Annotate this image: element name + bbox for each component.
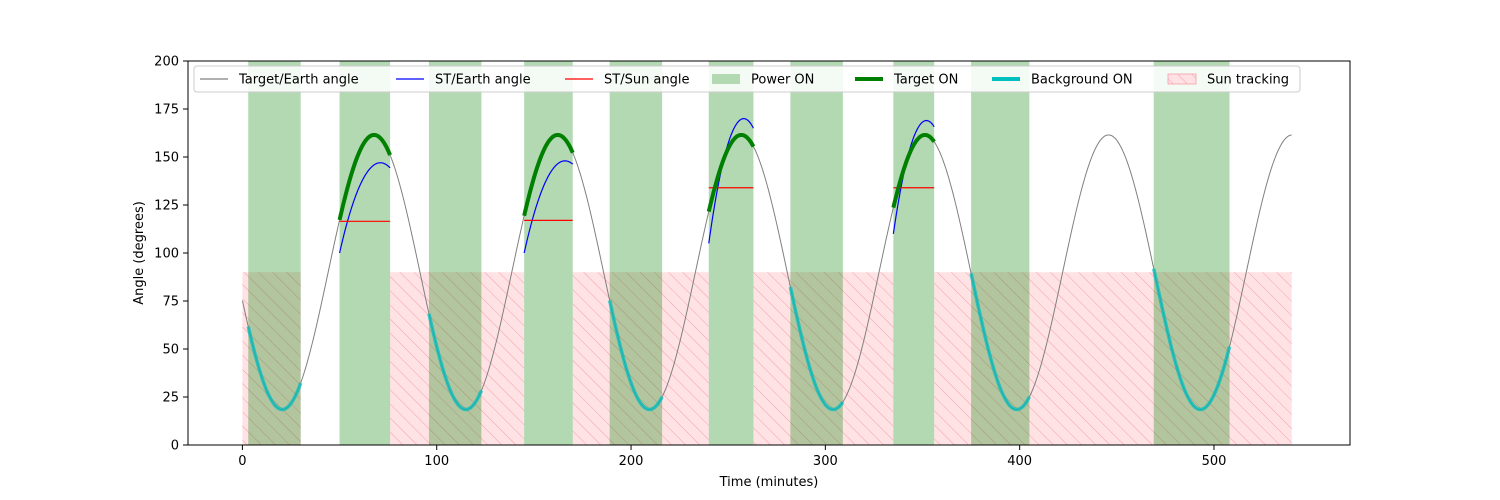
legend-entry-2: ST/Sun angle [565,73,690,88]
background-on-line-3 [788,286,845,412]
legend-label-6: Sun tracking [1207,73,1289,88]
sun-tracking-hatch-2 [572,272,709,445]
st-earth-line-3 [892,119,935,234]
legend-entry-6: Sun tracking [1167,73,1289,88]
legend-label-4: Target ON [893,73,958,88]
power-on-band-9 [1153,61,1230,445]
power-on-band-4 [609,61,663,445]
target-earth-line [241,134,1292,410]
st-earth-line-2 [708,117,754,244]
legend-label-2: ST/Sun angle [604,73,690,88]
background-on-line-5 [1152,268,1232,412]
power-on-band-1 [339,61,391,445]
sun-tracking-hatch-1 [390,272,525,445]
power-on-band-0 [248,61,301,445]
power-on-band-6 [790,61,843,445]
plot-area [241,61,1292,445]
x-tick-label-400: 400 [1007,454,1032,469]
y-axis-title: Angle (degrees) [132,201,147,305]
sun-tracking-hatch-0 [242,272,301,445]
legend-label-3: Power ON [751,73,814,88]
background-on-line-0 [246,326,303,412]
sun-tracking-hatch-4 [934,272,1292,445]
target-on-line-1 [522,132,575,217]
legend-entry-5: Background ON [992,73,1133,88]
power-on-band-8 [971,61,1030,445]
y-tick-label-100: 100 [154,247,179,262]
legend-entry-1: ST/Earth angle [396,73,531,88]
power-on-band-7 [893,61,935,445]
x-tick-label-0: 0 [238,454,246,469]
legend-entry-0: Target/Earth angle [200,73,359,88]
y-tick-label-50: 50 [162,343,179,358]
y-tick-label-75: 75 [162,295,179,310]
y-tick-label-150: 150 [154,151,179,166]
y-axis: 0 25 50 75 100 125 150 175 200 [154,55,188,454]
sun-tracking-hatch-3 [753,272,894,445]
y-tick-label-0: 0 [171,439,179,454]
legend-box [193,65,1301,93]
legend-entry-3: Power ON [712,73,814,88]
legend: Target/Earth angle ST/Earth angle ST/Sun a… [193,65,1301,93]
target-on-line-0 [337,132,392,221]
power-on-band-3 [524,61,573,445]
st-earth-line-0 [338,162,391,254]
x-tick-label-500: 500 [1202,454,1227,469]
target-on-line-3 [891,132,936,209]
target-on-line-2 [706,132,756,213]
x-axis: 0 100 200 300 400 500 [238,445,1226,469]
x-axis-title: Time (minutes) [719,475,819,490]
legend-label-1: ST/Earth angle [435,73,531,88]
background-on-line-4 [969,272,1031,412]
y-tick-label-125: 125 [154,199,179,214]
x-tick-label-100: 100 [424,454,449,469]
legend-swatch-3 [712,74,740,84]
power-on-band-5 [708,61,754,445]
legend-label-5: Background ON [1031,73,1133,88]
x-tick-label-300: 300 [813,454,838,469]
background-on-line-1 [427,313,484,412]
y-tick-label-200: 200 [154,55,179,70]
power-on-band-2 [428,61,482,445]
y-tick-label-25: 25 [162,391,179,406]
legend-entry-4: Target ON [855,73,958,88]
legend-swatch-hatch-6 [1168,74,1196,84]
x-tick-label-200: 200 [619,454,644,469]
legend-label-0: Target/Earth angle [238,73,359,88]
y-tick-label-175: 175 [154,103,179,118]
background-on-line-2 [607,300,664,412]
